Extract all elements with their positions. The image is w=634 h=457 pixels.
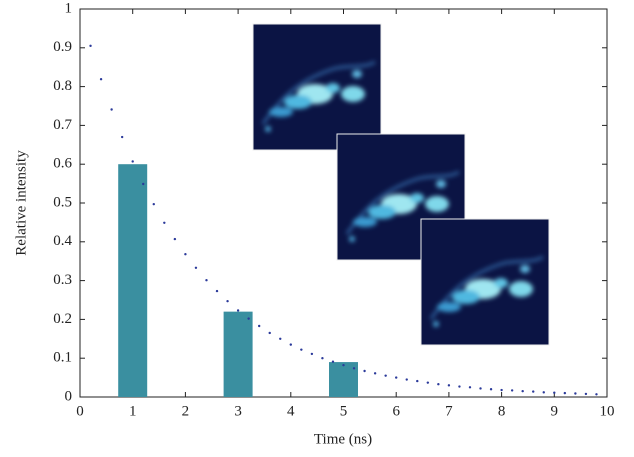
x-tick-label: 9 [551,403,559,419]
x-tick-label: 6 [392,403,400,419]
curve-dot [269,332,271,334]
curve-dot [564,392,566,394]
y-tick-label: 0.2 [53,311,72,327]
curve-dot [311,353,313,355]
y-tick-label: 0.6 [53,156,72,172]
x-tick-label: 2 [182,403,190,419]
chart: Time (ns) Relative intensity 0 1 2 3 4 5 6 7 8 9 1… [0,0,634,457]
curve-dot [184,253,186,255]
x-tick-label: 3 [234,403,242,419]
curve-dot [585,393,587,395]
curve-dot [353,367,355,369]
curve-dot [500,389,502,391]
curve-dot [543,391,545,393]
curve-dot [595,393,597,395]
curve-dot [406,378,408,380]
y-tick-label: 0.8 [53,78,72,94]
curve-dot [469,386,471,388]
curve-dot [300,348,302,350]
curve-dot [458,385,460,387]
curve-dot [342,364,344,366]
curve-dot [395,376,397,378]
y-tick-label: 0.3 [53,272,72,288]
curve-dot [279,338,281,340]
curve-dot [332,360,334,362]
y-tick-label: 0.1 [53,350,72,366]
curve-dot [479,387,481,389]
curve-dot [110,108,112,110]
curve-dot [290,343,292,345]
y-tick-label: 1 [65,0,73,16]
y-tick-label: 0.9 [53,39,72,55]
curve-dot [100,78,102,80]
curve-dot [174,238,176,240]
curve-dot [205,279,207,281]
curve-dot [374,372,376,374]
curve-dot [574,392,576,394]
curve-dot [416,380,418,382]
curve-dot [258,325,260,327]
inset-image [253,24,381,150]
y-tick-label: 0.4 [53,233,72,249]
curve-dot [363,370,365,372]
x-tick-label: 10 [600,403,615,419]
curve-dot [384,374,386,376]
curve-dot [448,384,450,386]
curve-dot [237,309,239,311]
curve-dot [490,388,492,390]
x-tick-label: 0 [76,403,84,419]
curve-dot [216,290,218,292]
curve-dot [153,203,155,205]
curve-dot [532,390,534,392]
x-axis-label: Time (ns) [314,431,372,447]
curve-dot [321,357,323,359]
curve-dot [226,300,228,302]
curve-dot [427,381,429,383]
y-tick-label: 0.7 [53,117,72,133]
bar [118,164,147,397]
x-tick-label: 8 [498,403,506,419]
curve-dot [437,383,439,385]
x-tick-label: 1 [129,403,137,419]
x-tick-label: 5 [340,403,348,419]
curve-dot [521,390,523,392]
curve-dot [132,160,134,162]
y-tick-label: 0 [65,388,73,404]
curve-dot [553,392,555,394]
bar [224,312,253,397]
y-axis-label: Relative intensity [13,150,29,256]
curve-dot [89,45,91,47]
curve-dot [195,267,197,269]
inset-image [421,219,549,345]
curve-dot [247,317,249,319]
curve-dot [511,389,513,391]
curve-dot [121,136,123,138]
x-tick-label: 7 [445,403,453,419]
curve-dot [163,222,165,224]
x-tick-label: 4 [287,403,295,419]
curve-dot [142,183,144,185]
y-tick-label: 0.5 [53,194,72,210]
